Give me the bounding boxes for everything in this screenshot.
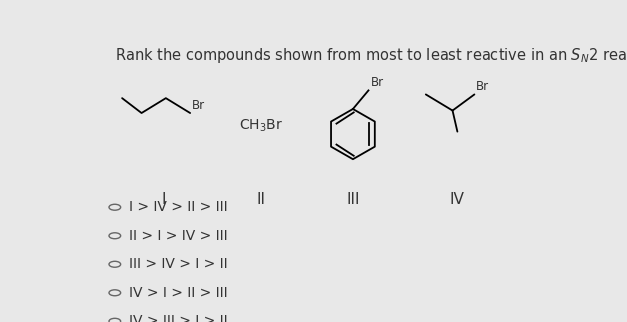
Text: IV: IV	[450, 192, 465, 207]
Text: Br: Br	[477, 80, 490, 93]
Text: IV > III > I > II: IV > III > I > II	[129, 314, 228, 322]
Text: IV > I > II > III: IV > I > II > III	[129, 286, 228, 300]
Text: Br: Br	[371, 76, 384, 89]
Text: III > IV > I > II: III > IV > I > II	[129, 257, 228, 271]
Text: III: III	[346, 192, 360, 207]
Text: CH$_3$Br: CH$_3$Br	[238, 117, 283, 134]
Text: I: I	[161, 192, 166, 207]
Text: II: II	[256, 192, 265, 207]
Text: Rank the compounds shown from most to least reactive in an $S_N$2 reaction.: Rank the compounds shown from most to le…	[115, 46, 627, 65]
Text: II > I > IV > III: II > I > IV > III	[129, 229, 228, 243]
Text: Br: Br	[192, 99, 205, 112]
Text: I > IV > II > III: I > IV > II > III	[129, 200, 228, 214]
